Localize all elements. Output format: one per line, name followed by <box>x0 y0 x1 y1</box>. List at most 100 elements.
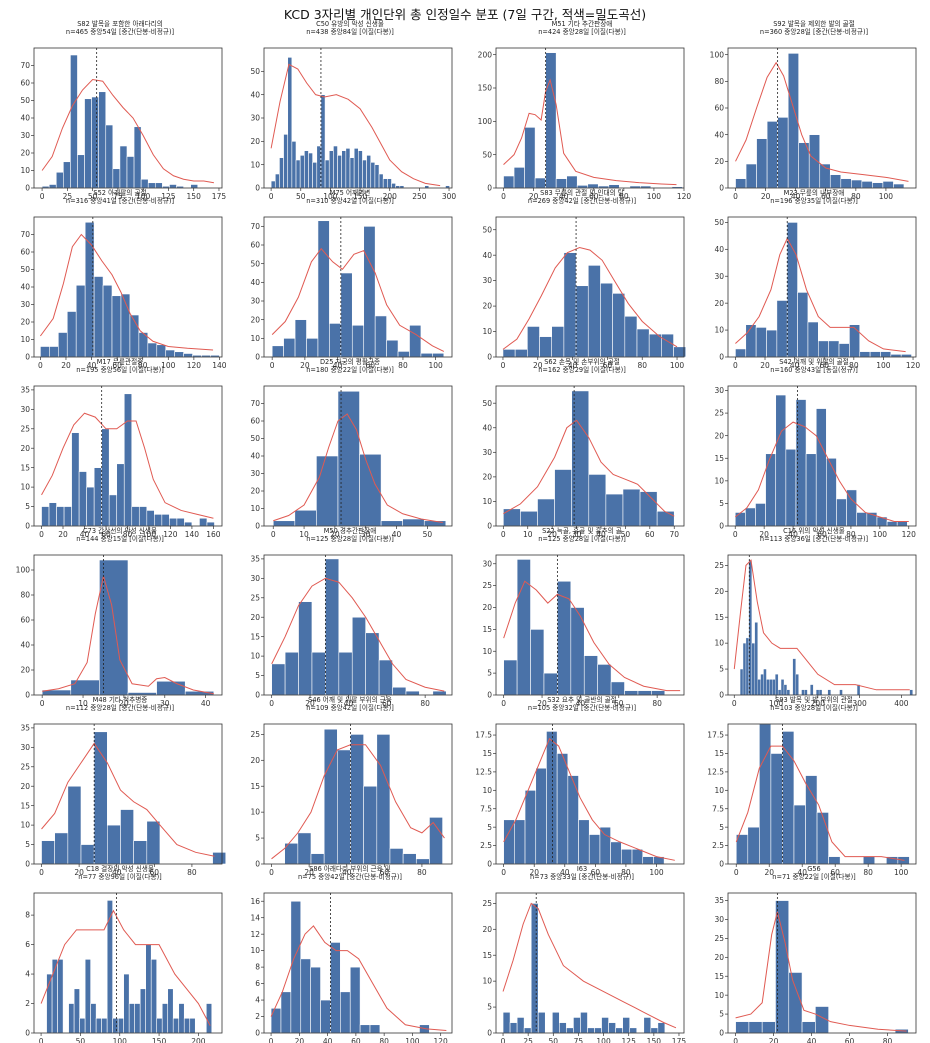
histogram-bar <box>739 668 744 696</box>
x-tick-label: 60 <box>821 192 831 201</box>
x-tick-label: 100 <box>405 1037 420 1043</box>
histogram-svg: 0 20 40 60 80 100 0 2.5 5 7.5 10 12.5 15 17.5 <box>707 723 917 877</box>
panel-subtitle-stats: n=269 중앙42일 [중간(단봉-비정규)] <box>527 196 637 205</box>
x-tick-label: 100 <box>879 192 894 201</box>
y-tick-label: 20 <box>20 782 30 791</box>
histogram-bar <box>780 679 785 696</box>
histogram-bar <box>816 689 820 696</box>
histogram-bar <box>328 150 334 189</box>
histogram-bar <box>862 856 876 865</box>
histogram-panel: I63 n=73 중앙33일 [중간(단봉-비정규)] 0 25 50 75 100 125 1… <box>466 865 698 1043</box>
histogram-bar <box>575 285 589 358</box>
histogram-bar <box>745 163 757 189</box>
histogram-bar <box>316 455 339 527</box>
panel-subtitle-stats: n=144 중앙15일 [이질(다봉)] <box>76 534 164 543</box>
histogram-bar <box>600 282 613 358</box>
x-tick-label: 100 <box>876 361 891 370</box>
histogram-bar <box>105 124 114 189</box>
x-tick-label: 100 <box>596 1037 611 1043</box>
histogram-bar <box>80 844 95 865</box>
histogram-bar <box>745 507 756 527</box>
histogram-bar <box>178 1003 185 1034</box>
histogram-bar <box>190 184 199 189</box>
y-tick-label: 10 <box>714 639 724 648</box>
x-tick-label: 50 <box>76 1037 86 1043</box>
histogram-bar <box>333 145 338 189</box>
panel-title: S42 어깨 및 위팔의 골절 n=160 중앙43일 [동질(정규)] <box>698 358 930 374</box>
x-tick-label: 70 <box>669 530 679 539</box>
histogram-bar <box>524 790 537 865</box>
x-tick-label: 100 <box>769 699 784 708</box>
density-curve <box>503 78 677 186</box>
x-tick-label: 0 <box>734 868 739 877</box>
x-tick-label: 50 <box>88 192 98 201</box>
y-tick-label: 0 <box>719 691 724 700</box>
histogram-bar <box>283 338 296 358</box>
histogram-bar <box>861 181 873 189</box>
y-tick-label: 0 <box>25 860 30 869</box>
panel-subtitle-stats: n=465 중앙54일 [중간(단봉-비정규)] <box>65 27 175 36</box>
histogram-bar <box>509 1022 518 1034</box>
histogram-bar <box>754 622 758 696</box>
x-tick-label: 0 <box>501 868 506 877</box>
density-curve <box>735 745 905 861</box>
panel-title: S92 발목을 제외한 발의 골절 n=360 중앙28일 [중간(단봉-비정규)… <box>698 20 930 36</box>
histogram-bar <box>358 150 363 189</box>
x-tick-label: 20 <box>529 868 539 877</box>
x-tick-label: 0 <box>501 192 506 201</box>
histogram-bar <box>199 517 208 527</box>
x-tick-label: 40 <box>576 699 586 708</box>
histogram-bar <box>91 96 99 189</box>
y-tick-label: 20 <box>482 603 492 612</box>
histogram-bar <box>126 156 135 189</box>
plot-frame <box>495 385 685 527</box>
histogram-bar <box>117 1017 124 1034</box>
y-tick-label: 70 <box>250 399 260 408</box>
histogram-bar <box>362 159 367 189</box>
panel-title-code: S62 손목 및 손부위의 골절 <box>544 358 620 366</box>
y-tick-label: 20 <box>714 157 724 166</box>
histogram-bar <box>297 832 312 865</box>
histogram-bar <box>551 326 565 358</box>
x-tick-label: 80 <box>637 361 647 370</box>
histogram-bar <box>872 182 884 189</box>
x-tick-label: 120 <box>906 361 921 370</box>
histogram-bar <box>67 785 82 865</box>
y-tick-label: 60 <box>20 616 30 625</box>
histogram-bar <box>320 999 331 1034</box>
histogram-panel: S52 아래팔의 골절 n=316 중앙41일 [중간(단봉-비정규)] 0 20 40… <box>4 189 236 370</box>
x-tick-label: 60 <box>591 868 601 877</box>
histogram-bar <box>624 690 639 696</box>
histogram-bar <box>816 812 829 865</box>
x-tick-label: 60 <box>382 699 392 708</box>
x-tick-label: 20 <box>61 361 71 370</box>
y-tick-label: 50 <box>20 265 30 274</box>
histogram-bar <box>432 352 445 358</box>
histogram-bar <box>119 145 128 189</box>
y-tick-label: 30 <box>250 469 260 478</box>
y-tick-label: 12 <box>250 930 260 939</box>
histogram-bar <box>146 820 161 865</box>
panel-title-code: S83 무릎의 관절 및 인대의 탈 <box>540 189 624 197</box>
histogram-svg: 0 20 40 60 80 100 120 0 50 100 150 200 <box>478 47 691 201</box>
histogram-bar <box>503 508 521 527</box>
density-curve <box>271 247 445 352</box>
histogram-bar <box>745 637 750 696</box>
histogram-bar <box>537 1011 546 1034</box>
panel-title-code: S46 어깨 및 위팔 부위의 근육 <box>308 696 392 704</box>
histogram-bar <box>535 767 547 865</box>
histogram-bar <box>387 178 392 189</box>
plot-frame <box>33 554 223 696</box>
x-tick-label: 300 <box>442 192 457 201</box>
x-tick-label: 40 <box>791 192 801 201</box>
x-tick-label: 40 <box>80 530 90 539</box>
panel-title-code: S92 발목을 제외한 발의 골절 <box>773 20 855 28</box>
histogram-bar <box>502 349 516 358</box>
x-tick-label: 20 <box>305 699 315 708</box>
x-tick-label: 80 <box>138 361 148 370</box>
density-curve <box>503 419 675 517</box>
histogram-bar <box>271 345 284 358</box>
histogram-svg: 0 20 40 60 80 0 5 10 15 20 25 30 35 <box>250 554 453 708</box>
x-tick-label: 50 <box>549 1037 559 1043</box>
x-tick-label: 20 <box>769 1037 779 1043</box>
